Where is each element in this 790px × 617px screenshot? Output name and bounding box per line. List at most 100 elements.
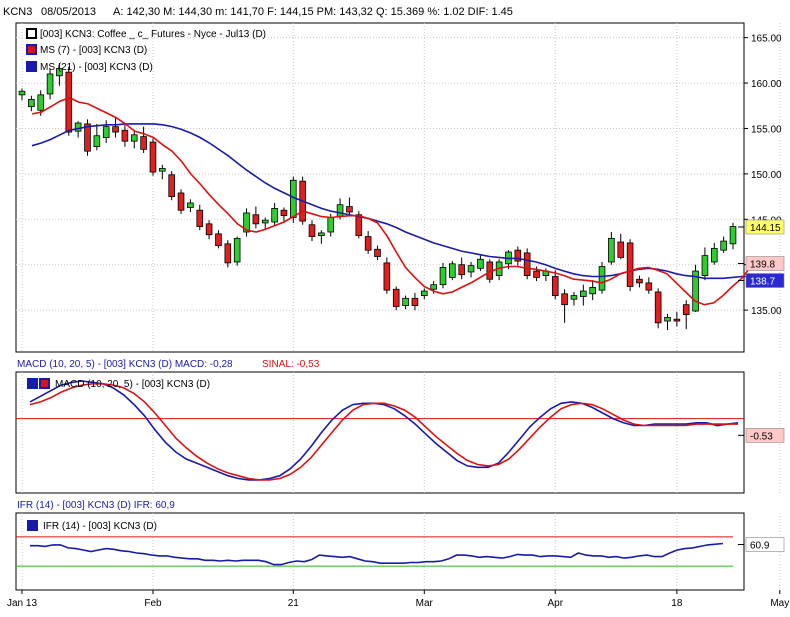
candle-up <box>74 122 82 132</box>
legend-icon-ma-slow <box>26 61 37 72</box>
candle-up <box>261 219 269 224</box>
macd-title: MACD (10, 20, 5) - [003] KCN3 (D) MACD: … <box>17 359 233 370</box>
macd-panel[interactable] <box>15 371 745 494</box>
candle-up <box>37 94 45 111</box>
price-tick-label: 165.00 <box>751 34 782 45</box>
candle-up <box>477 258 484 269</box>
candle-up <box>243 212 250 233</box>
price-tick-label: 150.00 <box>751 170 782 181</box>
candle-up <box>720 240 727 251</box>
ma-fast-line <box>31 96 752 306</box>
ma-slow-label: 138.7 <box>750 277 775 288</box>
macd-legend-icon-2 <box>39 378 50 389</box>
candle-down <box>65 71 73 133</box>
candle-up <box>46 73 54 95</box>
candle-up <box>402 297 409 306</box>
candle-up <box>130 134 138 142</box>
macd-value-labels: -0.53 <box>738 428 785 443</box>
candle-up <box>327 217 335 233</box>
x-tick-label: Feb <box>144 598 162 609</box>
candle-up <box>664 316 671 322</box>
candle-up <box>93 135 101 148</box>
header-stats: A: 142,30 M: 144,30 m: 141,70 F: 144,15 … <box>113 6 513 18</box>
x-tick-label: May <box>770 598 789 609</box>
ifr-title: IFR (14) - [003] KCN3 (D) IFR: 60,9 <box>17 500 175 511</box>
candle-down <box>673 318 681 322</box>
candle-up <box>233 237 241 263</box>
x-tick-label: 18 <box>671 598 683 609</box>
candle-up <box>18 90 26 96</box>
candle-up <box>159 168 166 172</box>
candle-up <box>608 237 615 263</box>
candle-up <box>580 290 587 297</box>
candle-down <box>196 209 204 227</box>
candle-up <box>336 204 344 217</box>
candle-down <box>308 224 316 237</box>
x-tick-label: Apr <box>547 598 563 609</box>
candle-up <box>271 207 278 223</box>
candle-down <box>654 291 662 324</box>
candle-up <box>692 270 699 312</box>
legend-icon-series <box>26 28 37 39</box>
candle-down <box>411 297 419 306</box>
candle-up <box>729 226 737 245</box>
candle-up <box>598 266 606 291</box>
last-price-label: 144.15 <box>750 223 781 234</box>
macd-signal-line <box>29 382 738 481</box>
candle-down <box>392 288 400 307</box>
price-panel[interactable] <box>15 22 745 353</box>
macd-legend-icon <box>27 378 38 389</box>
candle-down <box>205 223 213 236</box>
macd-value-label-box <box>745 428 785 443</box>
last-price-label-box <box>745 219 785 235</box>
x-tick-label: Jan 13 <box>7 598 37 609</box>
candle-down <box>84 123 91 152</box>
price-value-labels: 144.15 139.8 138.7 <box>738 219 785 288</box>
ifr-value-labels: 60.9 <box>738 537 785 552</box>
candle-down <box>280 209 288 217</box>
price-tick-label: 155.00 <box>751 124 782 135</box>
price-grid <box>16 23 781 352</box>
candle-down <box>533 270 540 278</box>
candle-down <box>458 264 465 276</box>
macd-value-label: -0.53 <box>750 431 773 442</box>
legend-ma-slow: MS (21) - [003] KCN3 (D) <box>40 62 153 73</box>
candle-down <box>551 276 559 296</box>
x-axis: Jan 13 Feb 21 Mar Apr 18 May <box>7 590 789 609</box>
candle-up <box>449 263 456 278</box>
ifr-panel[interactable] <box>15 512 745 591</box>
candle-up <box>570 295 578 300</box>
legend-series: [003] KCN3: Coffee _ c_ Futures - Nyce -… <box>40 29 266 40</box>
candle-down <box>514 249 522 262</box>
candle-down <box>121 129 129 142</box>
candle-up <box>701 255 709 277</box>
candle-up <box>56 68 63 77</box>
candle-down <box>355 214 363 237</box>
candle-down <box>224 243 232 264</box>
candle-down <box>215 233 222 247</box>
ifr-legend-icon <box>27 520 38 531</box>
candle-down <box>682 304 690 316</box>
candle-up <box>420 290 428 296</box>
x-tick-label: Mar <box>416 598 434 609</box>
ifr-value-label-box <box>745 537 785 552</box>
ma-fast-label-box <box>745 256 785 271</box>
candle-down <box>252 214 260 225</box>
candle-down <box>140 136 147 150</box>
candle-up <box>589 287 596 295</box>
candle-down <box>149 141 157 173</box>
candle-down <box>561 293 568 306</box>
candle-down <box>626 242 634 287</box>
candle-down <box>383 262 391 291</box>
macd-signal-text: SINAL: -0,53 <box>262 359 320 370</box>
ma-fast-label: 139.8 <box>750 260 775 271</box>
candle-down <box>523 252 531 277</box>
ifr-line <box>30 542 724 566</box>
legend-ma-fast: MS (7) - [003] KCN3 (D) <box>40 45 147 56</box>
candle-up <box>318 232 325 237</box>
macd-line <box>29 380 739 481</box>
price-legend: [003] KCN3: Coffee _ c_ Futures - Nyce -… <box>26 28 266 73</box>
candle-down <box>645 282 653 291</box>
